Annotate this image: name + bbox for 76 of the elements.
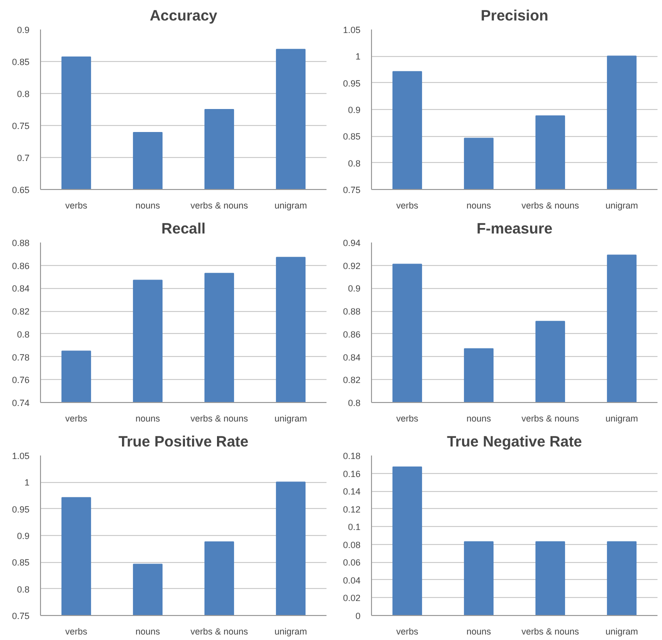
x-tick-label: unigram	[274, 414, 308, 424]
y-tick-label: 0.86	[342, 329, 361, 340]
y-tick-label: 0.16	[342, 468, 361, 479]
x-tick-label: nouns	[466, 414, 492, 424]
y-tick-label: 0.74	[12, 398, 30, 408]
x-tick-label: unigram	[605, 626, 638, 636]
x-tick-label: verbs	[65, 626, 88, 636]
y-tick-label: 0.9	[16, 531, 30, 541]
y-tick-label: 0.88	[342, 306, 361, 317]
y-tick-label: 0.85	[12, 558, 30, 568]
x-tick-label: unigram	[274, 200, 308, 210]
y-tick-label: 0.86	[12, 260, 30, 271]
y-tick-label: 0.75	[12, 611, 30, 621]
y-tick-label: 0.82	[342, 375, 361, 386]
y-tick-label: 0.18	[342, 451, 361, 461]
x-tick-label: verbs	[396, 414, 419, 424]
y-tick-label: 0.9	[348, 105, 361, 115]
x-tick-label: verbs & nouns	[521, 414, 580, 424]
y-tick-label: 0.75	[12, 121, 30, 131]
x-tick-label: verbs & nouns	[190, 414, 249, 424]
y-tick-label: 0.76	[12, 375, 30, 386]
x-tick-label: nouns	[135, 200, 161, 210]
x-tick-label: verbs & nouns	[190, 626, 249, 636]
y-tick-label: 0.8	[348, 398, 361, 408]
y-tick-label: 0.08	[342, 540, 361, 550]
y-tick-label: 0.9	[348, 284, 361, 294]
x-tick-label: verbs	[396, 626, 419, 636]
x-tick-label: nouns	[135, 626, 161, 636]
x-tick-label: unigram	[274, 626, 308, 636]
y-tick-label: 0.95	[342, 78, 361, 88]
x-tick-label: nouns	[466, 626, 492, 636]
chart-title: True Negative Rate	[446, 434, 582, 450]
x-tick-label: verbs & nouns	[521, 626, 580, 636]
x-tick-label: verbs	[396, 200, 419, 210]
y-tick-label: 0.78	[12, 352, 30, 362]
y-tick-label: 1.05	[342, 25, 361, 35]
x-tick-label: nouns	[135, 414, 161, 424]
y-tick-label: 0.65	[12, 185, 30, 195]
x-tick-label: verbs & nouns	[521, 200, 580, 210]
y-tick-label: 0.12	[342, 504, 361, 514]
y-tick-label: 0.84	[12, 284, 30, 294]
x-tick-label: nouns	[466, 200, 492, 210]
y-tick-label: 0.82	[12, 306, 30, 317]
y-tick-label: 0.1	[348, 522, 361, 532]
y-tick-label: 0.92	[342, 260, 361, 271]
y-tick-label: 0.75	[342, 185, 361, 195]
y-tick-label: 0.84	[342, 352, 361, 362]
y-tick-label: 0	[355, 611, 361, 621]
y-tick-label: 0.85	[12, 57, 30, 67]
y-tick-label: 0.95	[12, 504, 30, 514]
chart-title: True Positive Rate	[118, 434, 249, 450]
y-tick-label: 0.88	[12, 238, 30, 248]
y-tick-label: 0.8	[16, 584, 30, 594]
y-tick-label: 1	[24, 478, 30, 488]
chart-title: F-measure	[476, 220, 552, 238]
y-tick-label: 0.8	[348, 158, 361, 168]
y-tick-label: 0.9	[16, 25, 30, 35]
x-tick-label: verbs & nouns	[190, 200, 249, 210]
y-tick-label: 0.06	[342, 558, 361, 568]
chart-title: Recall	[161, 220, 206, 238]
y-tick-label: 1	[355, 52, 361, 62]
x-tick-label: unigram	[605, 414, 638, 424]
y-tick-label: 0.14	[342, 486, 361, 497]
x-tick-label: unigram	[605, 200, 638, 210]
x-tick-label: verbs	[65, 200, 88, 210]
y-tick-label: 0.04	[342, 575, 361, 586]
y-tick-label: 0.02	[342, 593, 361, 604]
chart-title: Accuracy	[150, 8, 218, 24]
chart-title: Precision	[480, 8, 548, 24]
y-tick-label: 0.8	[16, 89, 30, 99]
y-tick-label: 0.8	[16, 329, 30, 340]
x-tick-label: verbs	[65, 414, 88, 424]
y-tick-label: 0.94	[342, 238, 361, 248]
y-tick-label: 0.85	[342, 132, 361, 142]
y-tick-label: 1.05	[12, 451, 30, 461]
y-tick-label: 0.7	[16, 153, 30, 163]
